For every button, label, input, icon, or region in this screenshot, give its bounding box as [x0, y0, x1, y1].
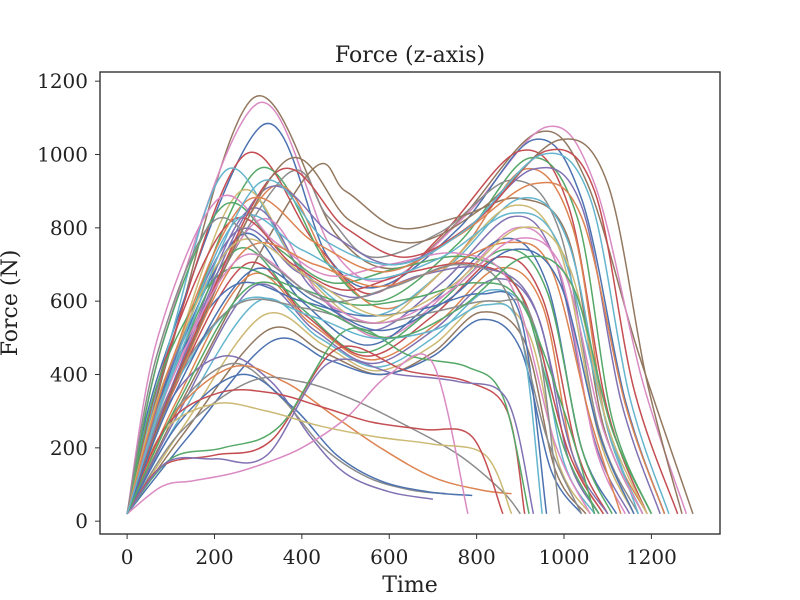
series-line-29: [126, 364, 512, 515]
x-tick-label: 800: [458, 545, 496, 569]
x-axis: 0 200 400 600 800 1000 1200: [121, 534, 677, 569]
series-line-26: [126, 355, 434, 515]
x-tick-label: 1000: [539, 545, 590, 569]
series-line-49: [126, 217, 583, 515]
series-line-31: [126, 345, 526, 515]
series-line-12: [126, 217, 626, 515]
series-line-19: [126, 300, 591, 515]
series-line-41: [126, 241, 622, 515]
series-line-50: [126, 255, 653, 515]
series-line-17: [126, 278, 600, 515]
series-line-33: [126, 358, 535, 515]
y-tick-label: 1000: [37, 143, 88, 167]
x-tick-label: 400: [283, 545, 321, 569]
y-tick-label: 800: [50, 216, 88, 240]
series-line-5: [126, 156, 653, 515]
x-axis-label: Time: [382, 573, 438, 598]
series-line-25: [126, 194, 591, 515]
y-tick-label: 1200: [37, 69, 88, 93]
y-axis-label: Force (N): [0, 250, 23, 357]
y-tick-label: 200: [50, 436, 88, 460]
series-line-27: [126, 362, 447, 515]
series-line-45: [126, 138, 683, 515]
series-line-9: [126, 167, 644, 515]
plot-frame: [99, 71, 721, 535]
y-tick-label: 0: [75, 509, 88, 533]
series-line-34: [126, 353, 469, 515]
series-line-15: [126, 255, 609, 515]
x-tick-label: 1200: [626, 545, 677, 569]
series-line-52: [126, 152, 670, 515]
series-line-46: [126, 226, 648, 515]
series-line-28: [126, 373, 473, 515]
series-line-35: [126, 402, 513, 515]
y-tick-label: 600: [50, 289, 88, 313]
x-tick-label: 0: [121, 545, 134, 569]
series-line-23: [126, 217, 604, 515]
series-line-47: [126, 237, 644, 515]
y-axis: 0 200 400 600 800 1000 1200: [37, 69, 100, 533]
series-line-51: [126, 181, 666, 515]
x-tick-label: 200: [195, 545, 233, 569]
y-tick-label: 400: [50, 363, 88, 387]
series-line-36: [126, 389, 504, 515]
series-line-48: [126, 248, 635, 515]
series-line-16: [126, 266, 605, 515]
series-layer: [126, 95, 694, 515]
x-tick-label: 600: [370, 545, 408, 569]
series-line-40: [126, 266, 596, 515]
chart-title: Force (z-axis): [335, 43, 485, 68]
series-line-42: [126, 211, 640, 515]
series-line-10: [126, 188, 635, 515]
series-line-30: [126, 376, 521, 515]
